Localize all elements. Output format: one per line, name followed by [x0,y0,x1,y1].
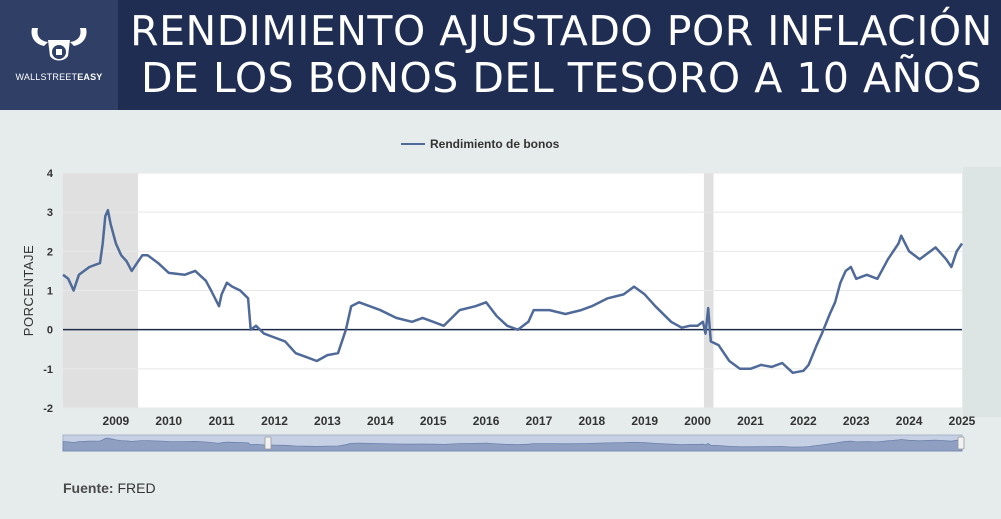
bull-logo-icon [31,28,87,61]
navigator-handle-right [957,436,965,450]
navigator-series [62,437,963,452]
x-tick-label: 2021 [737,414,764,428]
y-tick-label: -2 [43,403,53,415]
logo-text: WALLSTREETEASY [15,72,103,82]
navigator-handle-left [264,436,272,450]
yield-chart: -2 -1 0 1 2 3 4 2009 2010 2011 2012 2013 2014 2015 201… [21,137,1001,452]
x-tick-label: 2015 [420,414,447,428]
page-title: RENDIMIENTO AJUSTADO POR INFLACIÓN DE LO… [122,8,1001,102]
x-tick-label: 2018 [578,414,605,428]
y-tick-label: -1 [43,364,53,376]
x-tick-label: 2000 [684,414,711,428]
source-label: Fuente: [63,480,114,496]
x-tick-label: 2011 [209,414,235,428]
x-tick-label: 2016 [473,414,500,428]
source-value: FRED [117,480,156,496]
right-edge-strip [963,167,1001,417]
header-banner: WALLSTREETEASY RENDIMIENTO AJUSTADO POR … [0,0,1001,110]
x-tick-label: 2014 [367,414,394,428]
x-tick-label: 2017 [526,414,553,428]
y-tick-label: 1 [47,286,53,298]
x-tick-label: 2013 [314,414,341,428]
x-tick-label: 2010 [155,414,182,428]
y-tick-label: 3 [47,207,53,219]
y-tick-label: 2 [47,246,53,258]
x-tick-label: 2022 [790,414,817,428]
x-tick-label: 2019 [631,414,658,428]
source-note: Fuente: FRED [63,480,156,496]
y-tick-label: 4 [47,168,54,180]
legend-label: Rendimiento de bonos [430,137,560,151]
logo: WALLSTREETEASY [0,0,118,110]
x-tick-label: 2023 [843,414,870,428]
title-line-1: RENDIMIENTO AJUSTADO POR INFLACIÓN [130,7,993,55]
y-axis-label: PORCENTAJE [21,245,36,336]
series-line-0 [62,208,964,375]
x-tick-label: 2025 [949,414,976,428]
x-tick-label: 2012 [261,414,288,428]
title-line-2: DE LOS BONOS DEL TESORO A 10 AÑOS [140,54,983,102]
x-tick-label: 2009 [103,414,130,428]
x-tick-label: 2024 [896,414,923,428]
y-tick-label: 0 [47,325,53,337]
